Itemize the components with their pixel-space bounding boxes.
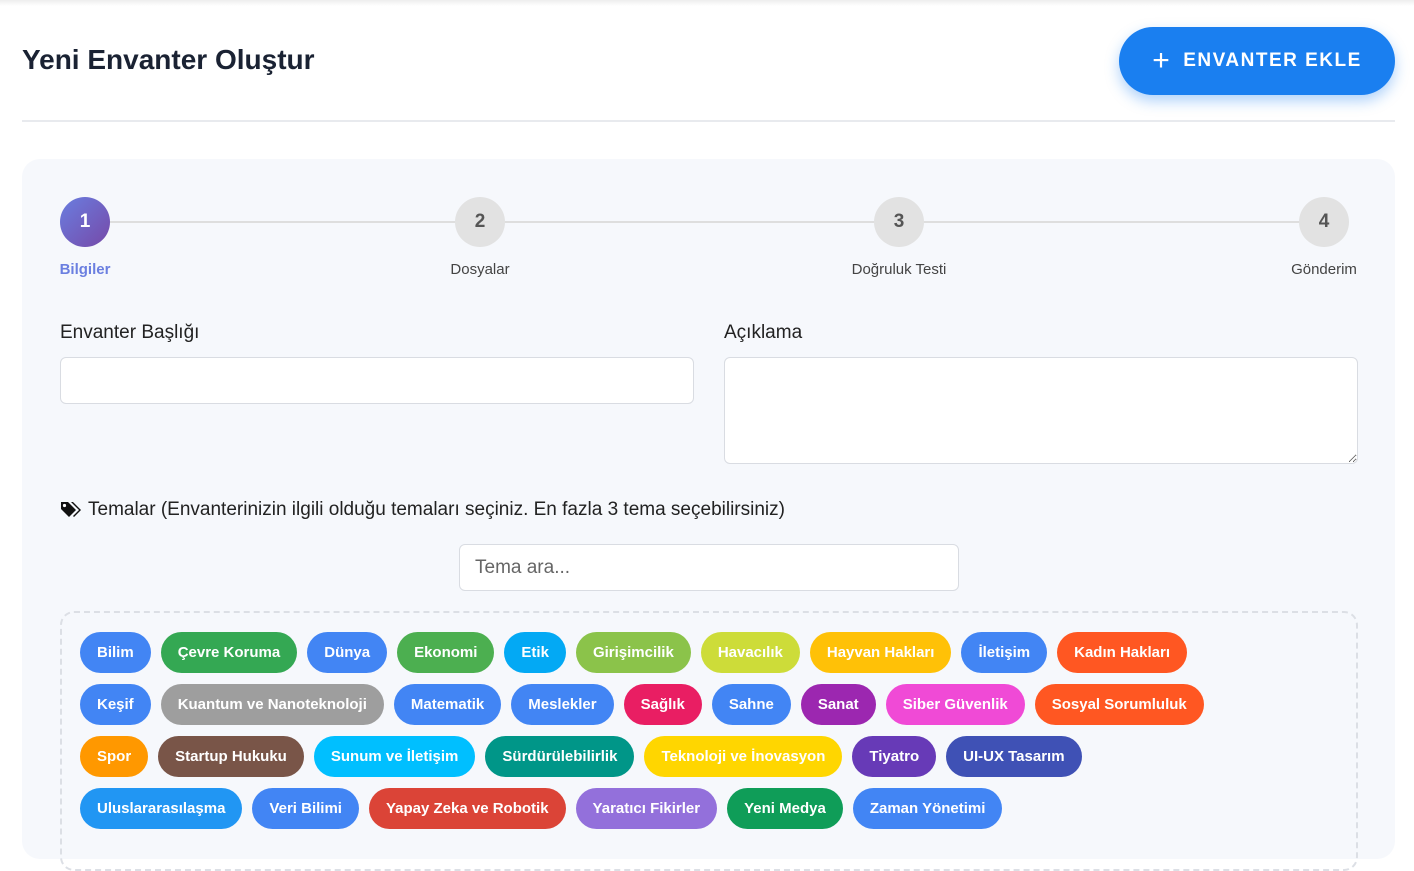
step-3[interactable]: 3 Doğruluk Testi <box>852 197 946 278</box>
theme-tag[interactable]: Girişimcilik <box>575 632 691 673</box>
theme-tag[interactable]: Sunum ve İletişim <box>313 736 476 777</box>
theme-tag[interactable]: Veri Bilimi <box>252 788 359 829</box>
step-label: Gönderim <box>1291 261 1357 278</box>
theme-tag[interactable]: UI-UX Tasarım <box>946 736 1082 777</box>
theme-tag[interactable]: Ekonomi <box>397 632 495 673</box>
top-shadow <box>0 0 1414 6</box>
tag-row: Keşif Kuantum ve Nanoteknoloji Matematik Me… <box>80 684 1338 725</box>
theme-tag[interactable]: Matematik <box>393 684 502 725</box>
theme-tag[interactable]: Sanat <box>800 684 876 725</box>
theme-tag[interactable]: Sürdürülebilirlik <box>485 736 635 777</box>
step-label: Bilgiler <box>59 261 111 278</box>
theme-tag[interactable]: Bilim <box>80 632 151 673</box>
theme-tag[interactable]: Spor <box>80 736 149 777</box>
tag-row: Spor Startup Hukuku Sunum ve İletişim Sürdü… <box>80 736 1338 777</box>
add-inventory-button[interactable]: + ENVANTER EKLE <box>1119 27 1395 95</box>
theme-tag[interactable]: Zaman Yönetimi <box>852 788 1003 829</box>
step-number: 3 <box>874 197 924 247</box>
step-1[interactable]: 1 Bilgiler <box>60 197 110 278</box>
theme-tag[interactable]: Siber Güvenlik <box>885 684 1025 725</box>
theme-search-input[interactable] <box>459 544 959 591</box>
theme-tag[interactable]: Etik <box>504 632 566 673</box>
theme-tag[interactable]: Uluslararasılaşma <box>80 788 243 829</box>
theme-tag[interactable]: Kadın Hakları <box>1057 632 1187 673</box>
theme-tag[interactable]: Havacılık <box>700 632 800 673</box>
stepper-line <box>85 221 1333 223</box>
theme-tag[interactable]: Meslekler <box>511 684 614 725</box>
step-number: 4 <box>1299 197 1349 247</box>
step-4[interactable]: 4 Gönderim <box>1291 197 1357 278</box>
theme-tag[interactable]: Çevre Koruma <box>160 632 298 673</box>
add-inventory-label: ENVANTER EKLE <box>1183 50 1362 71</box>
stepper: 1 Bilgiler 2 Dosyalar 3 Doğruluk Testi 4… <box>60 197 1358 278</box>
theme-tag[interactable]: Kuantum ve Nanoteknoloji <box>160 684 384 725</box>
theme-tag[interactable]: Yapay Zeka ve Robotik <box>368 788 566 829</box>
step-number: 2 <box>455 197 505 247</box>
theme-tags-container: Bilim Çevre Koruma Dünya Ekonomi Etik Girişim… <box>60 611 1358 871</box>
themes-label-text: Temalar (Envanterinizin ilgili olduğu te… <box>88 499 785 520</box>
step-2[interactable]: 2 Dosyalar <box>450 197 510 278</box>
step-label: Doğruluk Testi <box>851 261 947 278</box>
theme-tag[interactable]: Hayvan Hakları <box>809 632 952 673</box>
description-textarea[interactable] <box>724 357 1358 464</box>
themes-label: Temalar (Envanterinizin ilgili olduğu te… <box>60 499 785 521</box>
theme-tag[interactable]: Sahne <box>711 684 791 725</box>
plus-icon: + <box>1152 44 1172 77</box>
theme-tag[interactable]: Sosyal Sorumluluk <box>1034 684 1204 725</box>
tag-row: Bilim Çevre Koruma Dünya Ekonomi Etik Girişim… <box>80 632 1338 673</box>
theme-tag[interactable]: Yaratıcı Fikirler <box>575 788 718 829</box>
theme-tag[interactable]: Yeni Medya <box>727 788 843 829</box>
tag-row: Uluslararasılaşma Veri Bilimi Yapay Zeka v… <box>80 788 1338 829</box>
step-label: Dosyalar <box>450 261 510 278</box>
theme-tag[interactable]: Sağlık <box>623 684 702 725</box>
theme-tag[interactable]: Teknoloji ve İnovasyon <box>644 736 843 777</box>
title-label: Envanter Başlığı <box>60 322 200 343</box>
tags-icon <box>61 502 81 517</box>
form-card: 1 Bilgiler 2 Dosyalar 3 Doğruluk Testi 4… <box>22 159 1395 871</box>
theme-tag[interactable]: Tiyatro <box>852 736 937 777</box>
page-title: Yeni Envanter Oluştur <box>22 44 315 75</box>
theme-tag[interactable]: Dünya <box>307 632 388 673</box>
step-number: 1 <box>60 197 110 247</box>
theme-tag[interactable]: İletişim <box>961 632 1048 673</box>
title-input[interactable] <box>60 357 694 404</box>
description-label: Açıklama <box>724 322 803 343</box>
theme-tag[interactable]: Keşif <box>80 684 151 725</box>
page-header: Yeni Envanter Oluştur + ENVANTER EKLE <box>22 0 1395 122</box>
theme-tag[interactable]: Startup Hukuku <box>158 736 304 777</box>
